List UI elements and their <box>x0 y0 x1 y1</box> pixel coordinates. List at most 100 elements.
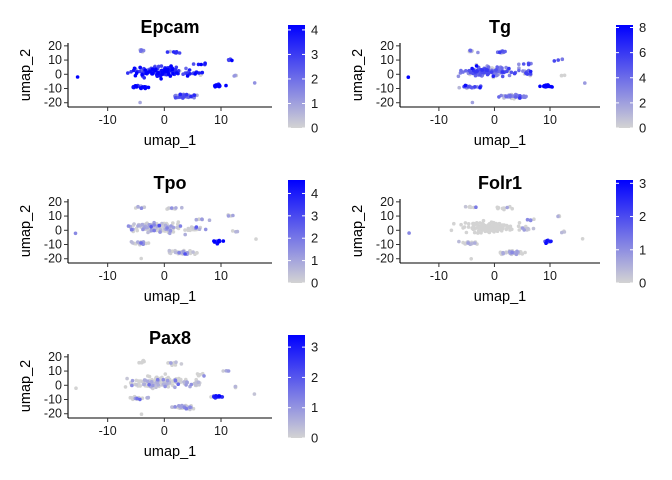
y-tick-label: 10 <box>380 53 394 67</box>
data-point <box>226 369 231 373</box>
data-point <box>132 66 137 71</box>
data-point <box>154 385 158 390</box>
colorbar-tick-label: 3 <box>311 340 318 355</box>
data-point <box>173 250 178 255</box>
data-point <box>139 241 143 245</box>
data-point <box>175 225 179 230</box>
point-layer <box>407 204 585 261</box>
data-point <box>147 382 151 387</box>
data-point <box>130 378 135 383</box>
data-point <box>168 229 173 233</box>
data-point <box>510 206 514 211</box>
colorbar-tick-label: 2 <box>639 209 646 224</box>
colorbar <box>288 335 305 438</box>
data-point <box>171 221 175 225</box>
data-point <box>176 220 181 224</box>
data-point <box>252 81 257 85</box>
data-point <box>474 64 479 68</box>
data-point <box>165 50 170 54</box>
data-point <box>528 218 533 223</box>
y-tick-label: 10 <box>48 53 62 67</box>
data-point <box>181 72 185 76</box>
y-axis-label: umap_2 <box>18 360 34 412</box>
data-point <box>173 385 177 390</box>
colorbar <box>288 180 305 283</box>
data-point <box>142 382 147 387</box>
colorbar-tick-label: 1 <box>311 96 318 111</box>
y-tick-label: 10 <box>48 209 62 223</box>
y-tick-label: -10 <box>44 82 62 96</box>
data-point <box>171 230 176 234</box>
data-point <box>138 384 142 388</box>
data-point <box>134 84 138 88</box>
x-tick-label: 0 <box>161 269 168 283</box>
data-point <box>140 85 145 89</box>
panel-title: Tg <box>489 17 511 37</box>
data-point <box>123 385 128 389</box>
x-axis-label: umap_1 <box>144 289 196 305</box>
panel-title: Tpo <box>154 173 187 193</box>
data-point <box>478 221 482 225</box>
colorbar-tick-label: 1 <box>639 242 646 257</box>
data-point <box>126 224 131 228</box>
data-point <box>218 84 222 88</box>
data-point <box>138 65 142 70</box>
x-tick-label: 0 <box>491 113 498 127</box>
data-point <box>495 65 500 69</box>
data-point <box>520 252 525 256</box>
data-point <box>406 75 411 79</box>
data-point <box>518 96 522 100</box>
y-tick-label: 20 <box>48 195 62 209</box>
data-point <box>217 238 221 243</box>
data-point <box>233 384 238 389</box>
point-layer <box>406 48 587 105</box>
data-point <box>504 65 508 70</box>
colorbar-tick-label: 1 <box>311 400 318 415</box>
y-tick-label: -20 <box>44 252 62 266</box>
data-point <box>200 217 204 221</box>
data-point <box>168 49 172 54</box>
data-point <box>560 57 565 61</box>
x-tick-label: 0 <box>161 424 168 438</box>
data-point <box>134 71 139 75</box>
data-point <box>509 70 514 75</box>
data-point <box>466 225 471 229</box>
data-point <box>478 73 482 77</box>
data-point <box>517 221 522 225</box>
data-point <box>159 77 163 81</box>
data-point <box>75 75 80 79</box>
data-point <box>196 380 201 385</box>
data-point <box>145 396 149 400</box>
data-point <box>523 250 527 255</box>
data-point <box>169 224 173 228</box>
data-point <box>491 74 496 78</box>
data-point <box>136 240 140 244</box>
data-point <box>167 248 172 253</box>
data-point <box>521 69 525 73</box>
data-point <box>512 71 517 76</box>
data-point <box>462 225 467 229</box>
y-tick-label: 10 <box>48 364 62 378</box>
data-point <box>184 92 189 97</box>
data-point <box>155 380 160 385</box>
data-point <box>197 217 201 221</box>
panel-title: Epcam <box>140 17 199 37</box>
colorbar-tick-label: 2 <box>639 95 646 110</box>
data-point <box>178 92 183 97</box>
y-tick-label: -20 <box>376 252 394 266</box>
data-point <box>149 228 154 233</box>
data-point <box>152 223 156 227</box>
data-point <box>452 221 456 226</box>
x-tick-label: 0 <box>491 269 498 283</box>
data-point <box>538 84 542 89</box>
data-point <box>466 241 470 245</box>
x-axis-label: umap_1 <box>474 133 526 149</box>
data-point <box>191 62 196 66</box>
colorbar-tick-label: 0 <box>639 121 646 136</box>
data-point <box>161 377 166 382</box>
data-point <box>173 96 178 100</box>
data-point <box>580 237 585 241</box>
data-point <box>500 70 505 74</box>
data-point <box>171 72 175 76</box>
